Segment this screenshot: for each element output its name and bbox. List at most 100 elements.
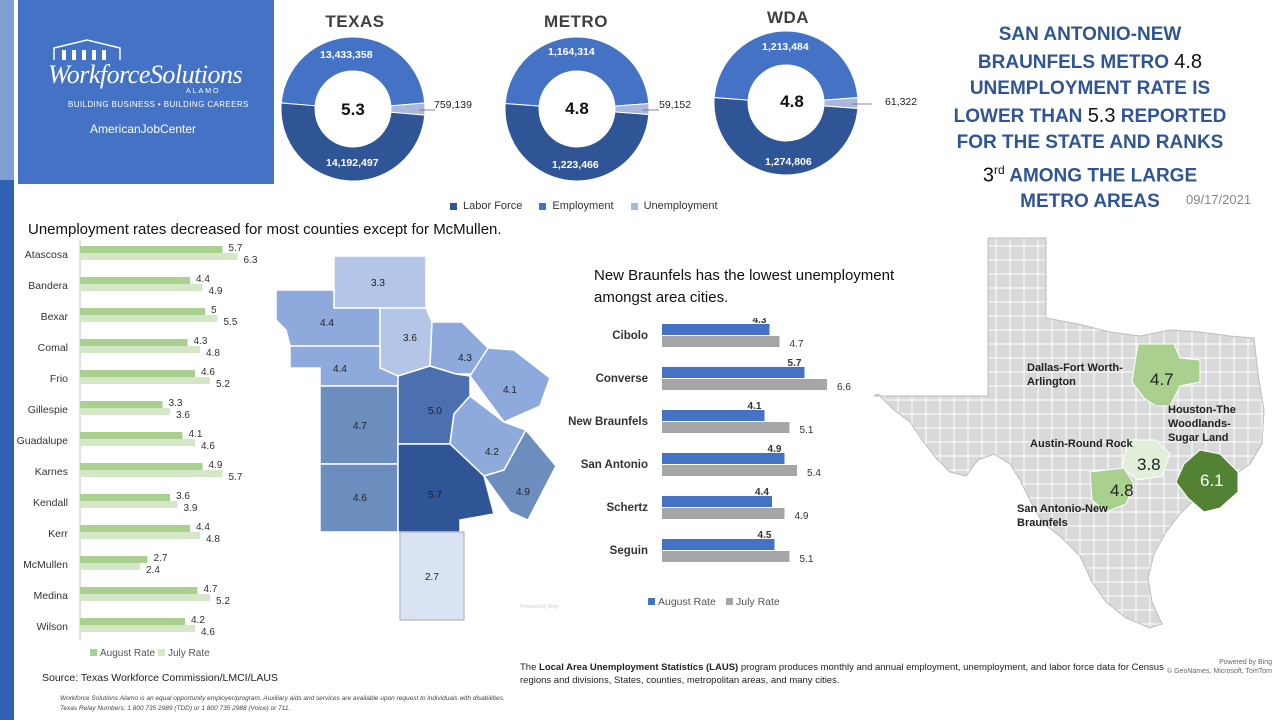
ajc-logo-text: AmericanJobCenter (90, 122, 197, 136)
map-value: 5.0 (428, 406, 442, 417)
metro-label-line: Houston-The (1168, 404, 1236, 416)
metro-label-austin: Austin-Round Rock (1030, 438, 1133, 450)
county-category-label: Bandera (28, 280, 68, 292)
donut-legend: Labor Force Employment Unemployment (450, 200, 718, 212)
donut-slice-wda-laborforce (713, 97, 859, 176)
map-value: 2.7 (425, 572, 439, 583)
county-bar-july (80, 408, 170, 415)
county-value-july: 5.2 (216, 596, 230, 607)
county-value-august: 4.6 (201, 367, 215, 378)
county-bar-august (80, 494, 170, 501)
city-bar-august (662, 324, 770, 335)
headline-text: BRAUNFELS METRO (977, 51, 1175, 73)
city-category-label: San Antonio (581, 459, 648, 471)
donut-center-wda: 4.8 (780, 92, 804, 111)
map-value: 4.1 (503, 385, 517, 396)
city-bar-july (662, 551, 790, 562)
disclaimer-line: Workforce Solutions Alamo is an equal op… (60, 695, 505, 702)
county-category-label: McMullen (23, 559, 68, 571)
legend-swatch-unemployment (630, 202, 638, 210)
city-category-label: Schertz (606, 502, 648, 514)
county-bar-august (80, 277, 190, 284)
source-note: Source: Texas Workforce Commission/LMCI/… (42, 672, 278, 684)
disclaimer-line: Texas Relay Numbers: 1 800 735 2989 (TDD… (60, 705, 291, 712)
county-value-july: 5.7 (229, 472, 243, 483)
city-category-label: New Braunfels (568, 416, 648, 428)
donut-charts (280, 30, 872, 182)
county-legend-august: August Rate (100, 648, 155, 659)
donut-label-texas-employment: 13,433,358 (320, 49, 373, 61)
county-value-july: 5.5 (224, 317, 238, 328)
city-bar-july (662, 336, 780, 347)
county-bar-july (80, 501, 178, 508)
county-bar-july (80, 625, 195, 632)
donut-label-texas-unemployment: 759,139 (434, 99, 472, 111)
headline: SAN ANTONIO-NEW BRAUNFELS METRO 4.8 UNEM… (930, 22, 1250, 216)
county-chart-title: Unemployment rates decreased for most co… (28, 221, 502, 238)
laus-text: The (520, 662, 540, 673)
metro-value-san-antonio: 4.8 (1110, 481, 1134, 500)
county-category-label: Kendall (33, 497, 68, 509)
county-bar-august (80, 525, 190, 532)
county-value-july: 3.6 (176, 410, 190, 421)
county-value-july: 4.9 (209, 286, 223, 297)
city-value-july: 4.9 (795, 511, 809, 522)
county-bar-july (80, 346, 200, 353)
county-legend-july: July Rate (168, 648, 210, 659)
metro-area-dfw (1131, 343, 1201, 407)
county-category-label: Karnes (35, 466, 68, 478)
headline-text: REPORTED (1115, 105, 1227, 127)
donut-slice-metro-unemployment (614, 103, 650, 115)
legend-swatch-laborforce (450, 202, 457, 210)
county-category-label: Frio (50, 373, 68, 385)
county-category-label: Guadalupe (17, 435, 69, 447)
county-category-label: Medina (34, 590, 69, 602)
headline-line4: LOWER THAN 5.3 REPORTED (930, 103, 1250, 131)
county-bar-july (80, 315, 218, 322)
county-bar-august (80, 556, 148, 563)
county-value-july: 4.6 (201, 441, 215, 452)
city-bar-july (662, 508, 785, 519)
county-bar-august (80, 432, 183, 439)
county-bar-chart: Atascosa5.76.3Bandera4.44.9Bexar55.5Coma… (17, 240, 258, 659)
city-value-august: 4.4 (755, 487, 769, 498)
city-chart-title: New Braunfels has the lowest unemploymen… (594, 267, 895, 306)
city-value-july: 5.1 (800, 425, 814, 436)
county-bar-august (80, 246, 223, 253)
city-value-august: 5.7 (788, 358, 802, 369)
donut-label-metro-laborforce: 1,223,466 (552, 159, 599, 171)
city-value-july: 4.7 (790, 339, 804, 350)
county-bar-july (80, 563, 140, 570)
map-value: 3.6 (403, 333, 417, 344)
county-value-august: 3.3 (169, 398, 183, 409)
texas-metro-map (873, 237, 1265, 629)
logo-panel: WorkforceSolutions ALAMO BUILDING BUSINE… (18, 0, 274, 184)
county-value-july: 4.6 (201, 627, 215, 638)
city-legend-july: July Rate (736, 596, 780, 608)
city-bar-july (662, 422, 790, 433)
county-bar-august (80, 401, 163, 408)
county-category-label: Comal (38, 342, 68, 354)
county-category-label: Kerr (48, 528, 68, 540)
metro-area-houston (1175, 449, 1239, 513)
city-bar-august (662, 367, 805, 378)
city-value-august: 4.5 (758, 530, 772, 541)
legend-swatch-july (726, 598, 733, 605)
left-accent-strip (0, 0, 14, 720)
headline-rank-suffix: rd (993, 162, 1005, 177)
building-icon (53, 39, 121, 60)
donut-slice-metro-employment (504, 36, 650, 107)
metro-label-line: Woodlands- (1168, 418, 1231, 430)
map-value: 4.2 (485, 447, 499, 458)
city-bar-august (662, 453, 785, 464)
map-value: 4.6 (353, 493, 367, 504)
county-map (275, 255, 557, 621)
city-value-august: 4.1 (748, 401, 762, 412)
texas-shape (873, 237, 1265, 629)
map-value: 4.4 (333, 364, 347, 375)
metro-label-houston: Houston-The Woodlands- Sugar Land (1168, 403, 1236, 445)
metro-value-houston: 6.1 (1200, 471, 1224, 490)
county-value-august: 2.7 (154, 553, 168, 564)
county-category-label: Atascosa (25, 249, 68, 261)
city-bar-chart: Cibolo 4.3 4.7 Converse 5.7 6.6 New Braunfels 4… (568, 318, 851, 608)
